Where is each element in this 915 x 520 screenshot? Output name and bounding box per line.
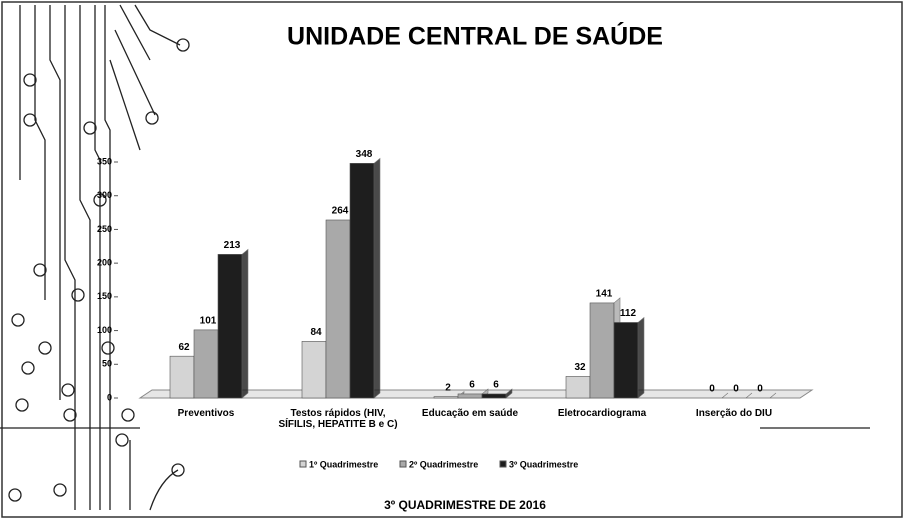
y-tick-label: 200 [97, 258, 112, 268]
value-label: 348 [356, 149, 373, 160]
x-tick-label-box: Testos rápidos (HIV, SÍFILIS, HEPATITE B… [278, 408, 398, 448]
value-label: 32 [574, 362, 586, 373]
value-label: 6 [469, 380, 475, 391]
bar [194, 330, 218, 398]
bar [566, 376, 590, 398]
value-label: 101 [200, 316, 217, 327]
legend-swatch [500, 461, 506, 467]
legend-label: 1º Quadrimestre [309, 459, 378, 469]
y-tick-label: 100 [97, 325, 112, 335]
chart-title: UNIDADE CENTRAL DE SAÚDE [287, 21, 663, 51]
bar [170, 356, 194, 398]
value-label: 2 [445, 382, 451, 393]
legend-swatch [400, 461, 406, 467]
x-tick-label-box: Educação em saúde [410, 408, 530, 448]
value-label: 62 [178, 342, 190, 353]
legend-swatch [300, 461, 306, 467]
value-label: 213 [224, 240, 241, 251]
bar [350, 163, 374, 398]
value-label: 84 [310, 327, 322, 338]
x-tick-label-box: Preventivos [146, 408, 266, 448]
y-tick-label: 150 [97, 291, 112, 301]
bar-side [374, 158, 380, 398]
value-label: 0 [757, 384, 763, 395]
value-label: 0 [733, 384, 739, 395]
chart-subtitle: 3º QUADRIMESTRE DE 2016 [384, 498, 546, 512]
bar [614, 322, 638, 398]
y-tick-label: 300 [97, 190, 112, 200]
y-tick-label: 0 [107, 392, 112, 402]
y-tick-label: 350 [97, 156, 112, 166]
x-tick-label: Testos rápidos (HIV, SÍFILIS, HEPATITE B… [278, 408, 398, 430]
x-tick-label-box: Eletrocardiograma [542, 408, 662, 448]
bar [434, 397, 458, 398]
value-label: 264 [332, 206, 349, 217]
bar [218, 254, 242, 398]
x-tick-label: Preventivos [146, 408, 266, 419]
x-tick-label: Inserção do DIU [674, 408, 794, 419]
bar-side [638, 317, 644, 398]
value-label: 112 [620, 308, 637, 319]
chart: UNIDADE CENTRAL DE SAÚDE 3º QUADRIMESTRE… [0, 0, 915, 520]
bar [482, 394, 506, 398]
value-label: 0 [709, 384, 715, 395]
x-tick-label-box: Inserção do DIU [674, 408, 794, 448]
x-tick-label: Educação em saúde [410, 408, 530, 419]
bar-side [242, 249, 248, 398]
y-tick-label: 250 [97, 224, 112, 234]
value-label: 6 [493, 380, 499, 391]
x-tick-label: Eletrocardiograma [542, 408, 662, 419]
bar [326, 220, 350, 398]
bar [302, 341, 326, 398]
value-label: 141 [596, 289, 613, 300]
legend-label: 3º Quadrimestre [509, 459, 578, 469]
y-tick-label: 50 [102, 359, 112, 369]
bar [590, 303, 614, 398]
legend-label: 2º Quadrimestre [409, 459, 478, 469]
bar [458, 394, 482, 398]
